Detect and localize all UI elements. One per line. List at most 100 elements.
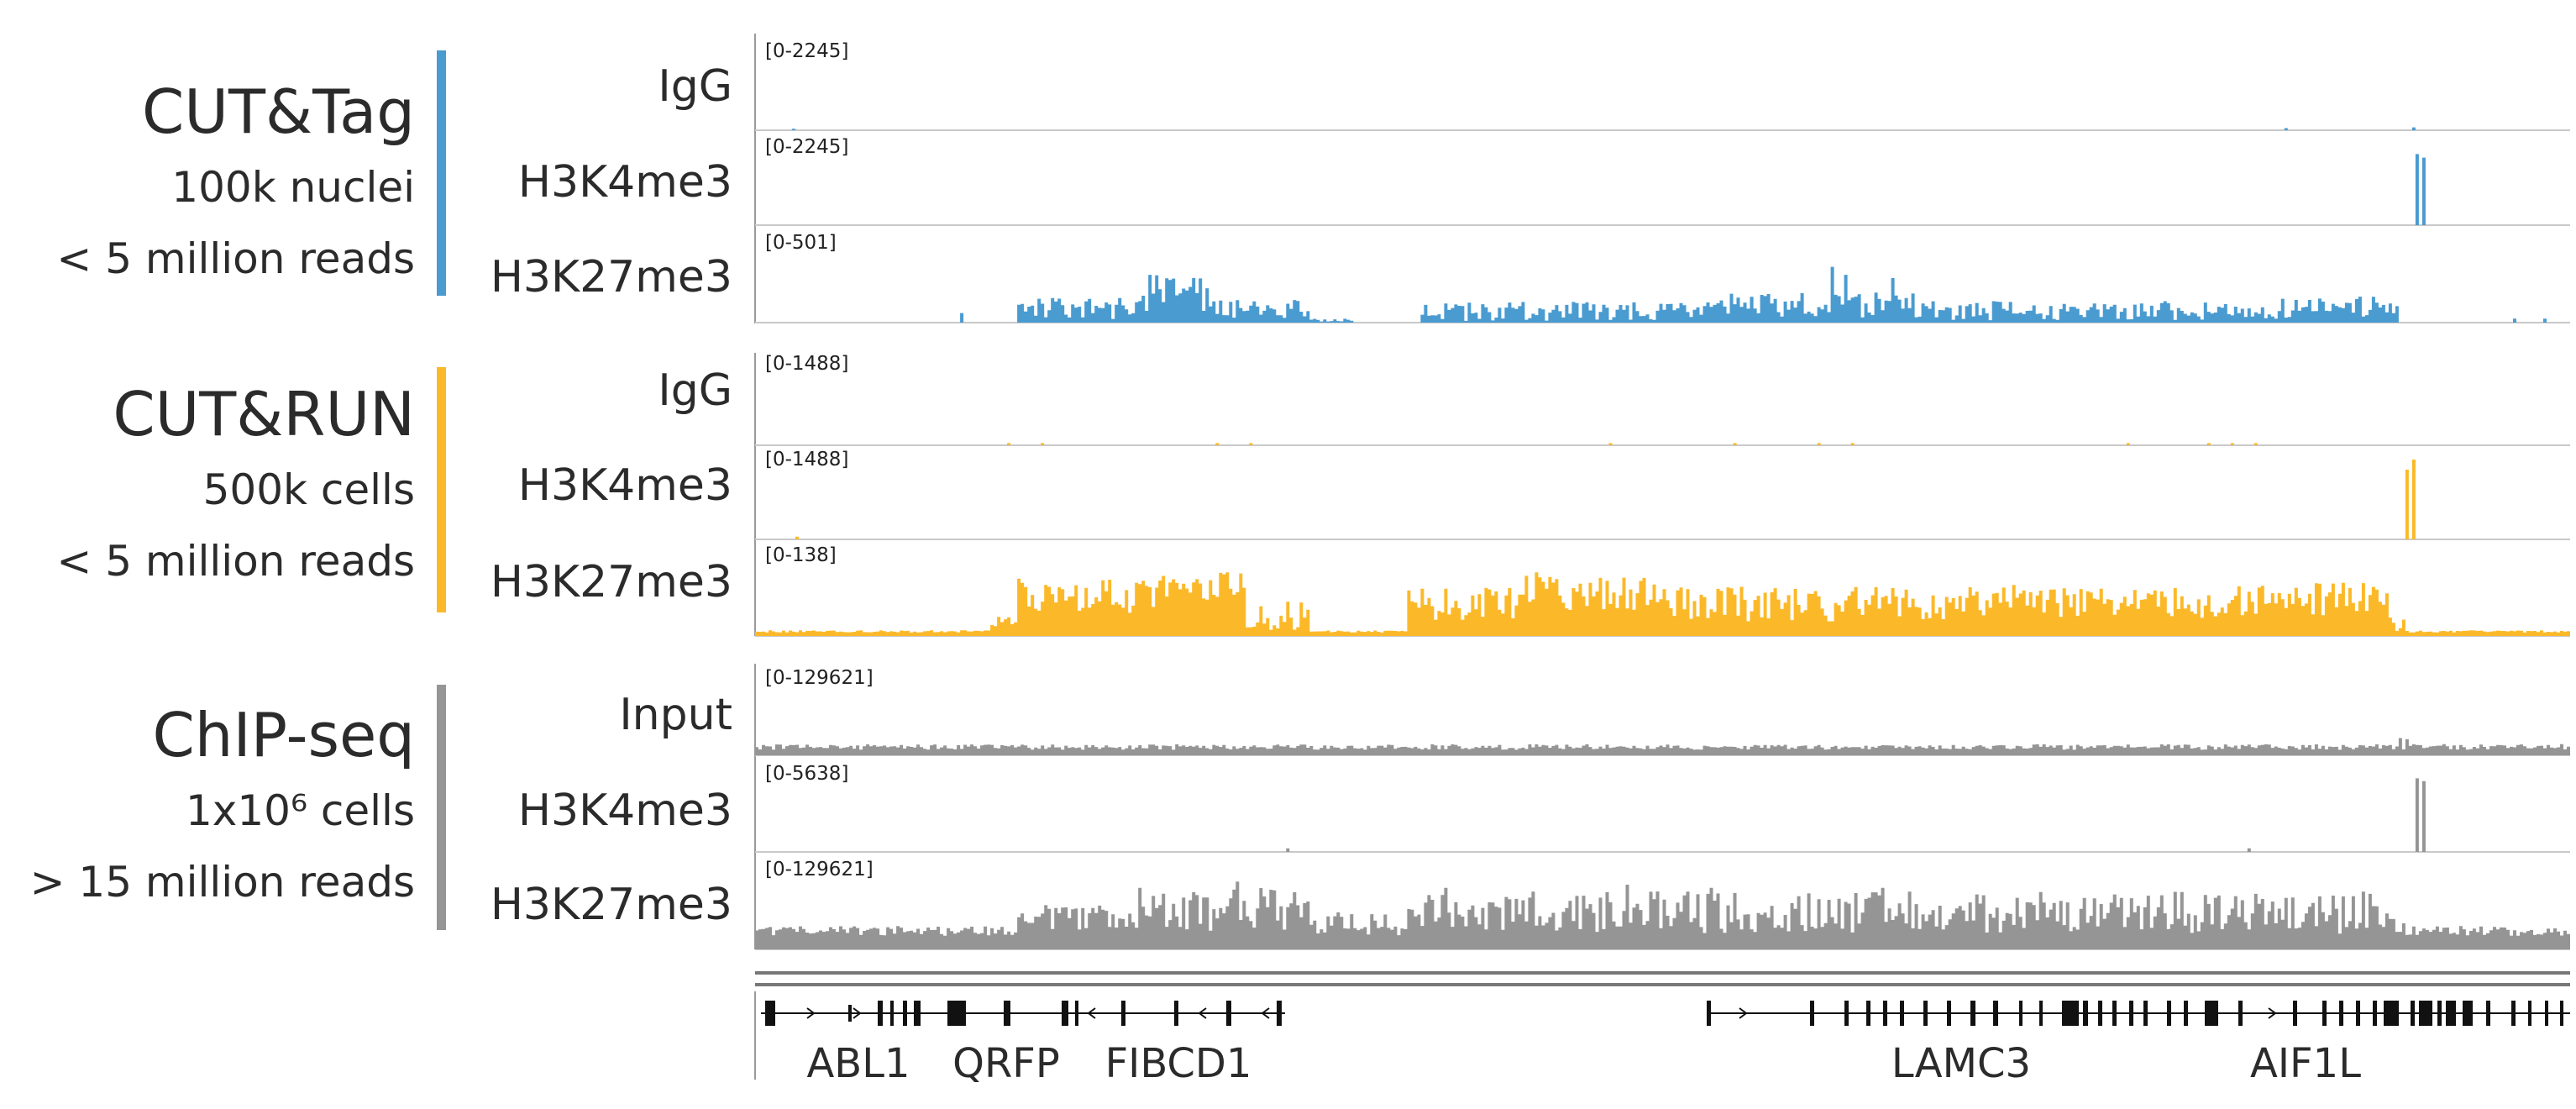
gene-exon (2486, 1001, 2490, 1026)
series-track (755, 443, 2570, 446)
gene-exon (765, 1001, 775, 1026)
track-range: [0-5638] (765, 763, 848, 785)
gene-models (761, 1001, 2570, 1026)
gene-label-abl1: ABL1 (806, 1040, 910, 1087)
gene-exon (1075, 1001, 1078, 1026)
gene-label-qrfp: QRFP (952, 1040, 1060, 1087)
group-cut-and-run: CUT&RUN 500k cells < 5 million reads IgG… (56, 353, 848, 612)
signal-bars (755, 738, 2570, 755)
group-title: CUT&Tag (142, 76, 415, 147)
gene-exon (2356, 1001, 2360, 1026)
signal-bars (2415, 154, 2426, 225)
gene-exon (947, 1001, 966, 1026)
series-track (755, 266, 2570, 323)
group-read-depth: > 15 million reads (30, 858, 415, 907)
signal-bars (795, 460, 2416, 539)
track-label: H3K4me3 (518, 786, 732, 836)
gene-exon (2373, 1001, 2377, 1026)
group-read-depth: < 5 million reads (56, 234, 415, 283)
track-label: IgG (658, 365, 732, 416)
gene-exon (2205, 1001, 2218, 1026)
gene-exon (878, 1001, 883, 1026)
group-sample-size: 1x10⁶ cells (186, 786, 415, 835)
group-cut-and-tag: CUT&Tag 100k nuclei < 5 million reads Ig… (56, 40, 848, 302)
track-label: IgG (658, 61, 732, 112)
track-range: [0-138] (765, 544, 837, 566)
strand-arrow (1261, 1007, 1270, 1019)
gene-label-aif1l: AIF1L (2250, 1040, 2361, 1087)
track-label: H3K27me3 (491, 252, 732, 302)
signal-tracks (755, 127, 2570, 950)
group-color-bar (437, 50, 446, 296)
signal-bars (960, 266, 2547, 323)
gene-exon (2098, 1001, 2102, 1026)
gene-exon (1900, 1001, 1904, 1026)
gene-exon (890, 1001, 894, 1026)
gene-exon (2528, 1001, 2531, 1026)
gene-label-lamc3: LAMC3 (1891, 1040, 2031, 1087)
group-color-bar (437, 367, 446, 612)
gene-exon (1174, 1001, 1178, 1026)
track-range: [0-2245] (765, 40, 848, 62)
series-track (755, 460, 2570, 540)
track-range: [0-129621] (765, 667, 874, 689)
gene-exon (2062, 1001, 2079, 1026)
series-track (755, 778, 2570, 853)
gene-exon (2511, 1001, 2516, 1026)
gene-exon (1993, 1001, 1998, 1026)
track-range: [0-2245] (765, 136, 848, 158)
track-label: H3K4me3 (518, 460, 732, 511)
gene-exon (2167, 1001, 2171, 1026)
strand-arrow (2268, 1007, 2277, 1019)
gene-exon (2446, 1001, 2456, 1026)
gene-exon (2411, 1001, 2415, 1026)
gene-exon (2039, 1001, 2043, 1026)
track-label: H3K4me3 (518, 157, 732, 208)
gene-exon (903, 1001, 907, 1026)
group-chip-seq: ChIP-seq 1x10⁶ cells > 15 million reads … (30, 667, 874, 930)
track-label: Input (619, 690, 732, 740)
strand-arrow (853, 1007, 862, 1019)
gene-exon (2384, 1001, 2399, 1026)
strand-arrow (1087, 1007, 1096, 1019)
gene-exon (1226, 1001, 1231, 1026)
track-label: H3K27me3 (491, 557, 732, 607)
gene-exon (2238, 1001, 2243, 1026)
track-label: H3K27me3 (491, 880, 732, 930)
group-title: CUT&RUN (113, 379, 415, 449)
gene-exon (914, 1001, 921, 1026)
gene-exon (848, 1005, 852, 1022)
gene-exon (2143, 1001, 2148, 1026)
series-track (755, 572, 2570, 637)
group-title: ChIP-seq (153, 700, 415, 770)
gene-exon (2463, 1001, 2473, 1026)
gene-exon (1062, 1001, 1068, 1026)
series-track (755, 154, 2570, 226)
track-range: [0-1488] (765, 449, 848, 470)
track-range: [0-501] (765, 232, 837, 254)
signal-bars (755, 881, 2570, 949)
gene-exon (1947, 1001, 1951, 1026)
track-range: [0-129621] (765, 859, 874, 880)
signal-bars (755, 572, 2570, 636)
gene-exon (2339, 1001, 2343, 1026)
gene-exon (2419, 1001, 2432, 1026)
series-track (755, 881, 2570, 950)
gene-exon (2129, 1001, 2133, 1026)
group-sample-size: 500k cells (203, 465, 415, 514)
gene-exon (1883, 1001, 1887, 1026)
gene-annotation-track: ABL1 QRFP FIBCD1 LAMC3 AIF1L (754, 971, 2570, 1087)
gene-exon (1923, 1001, 1928, 1026)
gene-exon (2184, 1001, 2188, 1026)
gene-exon (2322, 1001, 2327, 1026)
gene-exon (1810, 1001, 1814, 1026)
signal-bars (1286, 778, 2426, 852)
gene-exon (1707, 1001, 1711, 1026)
gene-exon (1121, 1001, 1125, 1026)
track-range: [0-1488] (765, 353, 848, 375)
gene-exon (2437, 1001, 2442, 1026)
group-sample-size: 100k nuclei (171, 163, 415, 212)
gene-exon (2019, 1001, 2023, 1026)
series-track (755, 127, 2570, 131)
strand-arrow (1739, 1007, 1748, 1019)
